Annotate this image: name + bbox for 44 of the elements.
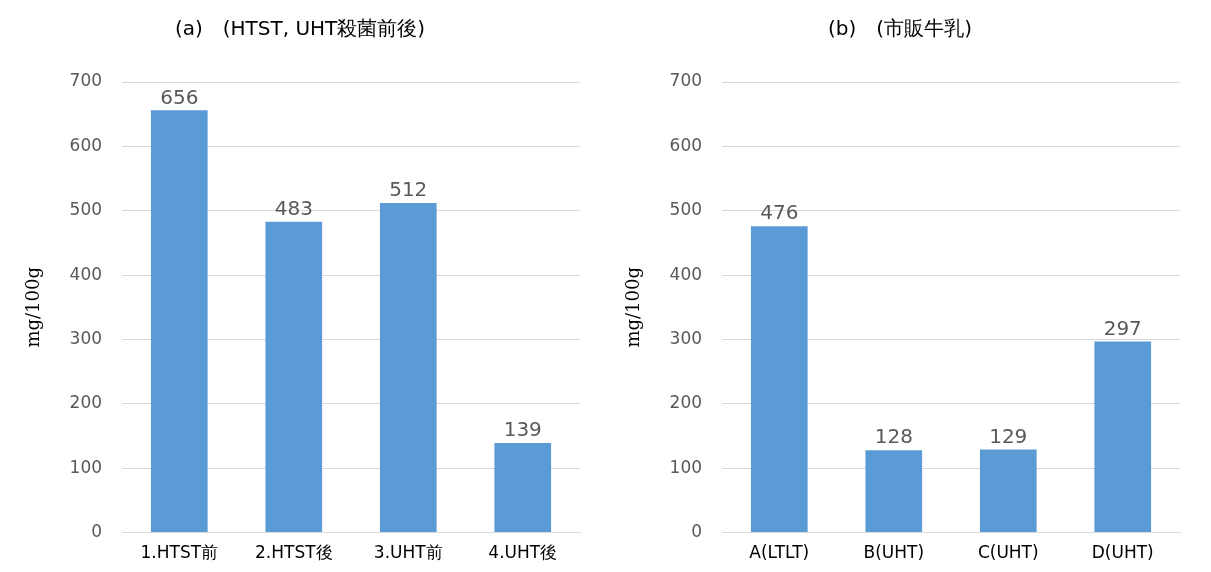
x-tick-label: 1.HTST前 — [140, 542, 219, 563]
bar — [150, 110, 208, 533]
x-tick-label: 4.UHT後 — [488, 542, 558, 563]
y-tick-label: 0 — [91, 521, 103, 542]
data-label: 483 — [274, 195, 313, 220]
bar — [979, 449, 1037, 533]
y-tick-label: 200 — [69, 392, 103, 413]
y-tick-label: 400 — [69, 263, 103, 284]
data-label: 297 — [1103, 315, 1142, 340]
x-tick-label: B(UHT) — [863, 542, 925, 563]
chart-title: (b) (市販牛乳) — [828, 16, 972, 41]
bar — [750, 226, 808, 533]
y-tick-label: 500 — [669, 199, 703, 220]
x-tick-label: 3.UHT前 — [373, 542, 443, 563]
chart-title: (a) (HTST, UHT殺菌前後) — [174, 16, 426, 41]
y-tick-label: 300 — [669, 327, 703, 348]
y-tick-label: 700 — [69, 70, 103, 91]
y-tick-label: 400 — [669, 263, 703, 284]
x-tick-label: C(UHT) — [977, 542, 1039, 563]
y-tick-label: 0 — [691, 521, 703, 542]
data-label: 129 — [989, 423, 1028, 448]
x-tick-label: A(LTLT) — [749, 542, 810, 563]
y-tick-label: 300 — [69, 327, 103, 348]
bar — [865, 450, 923, 533]
bar — [494, 443, 552, 533]
data-label: 128 — [874, 424, 913, 449]
data-label: 656 — [160, 84, 199, 109]
bar — [1094, 341, 1152, 533]
y-tick-label: 500 — [69, 199, 103, 220]
y-tick-label: 600 — [669, 134, 703, 155]
bar — [379, 203, 437, 533]
data-label: 139 — [503, 417, 542, 442]
y-tick-label: 200 — [669, 392, 703, 413]
x-tick-label: 2.HTST後 — [255, 542, 333, 563]
y-tick-label: 600 — [69, 134, 103, 155]
y-axis-title: mg/100g — [22, 267, 44, 348]
data-label: 476 — [760, 200, 799, 225]
data-label: 512 — [389, 177, 428, 202]
y-tick-label: 100 — [669, 456, 703, 477]
x-tick-label: D(UHT) — [1091, 542, 1154, 563]
y-tick-label: 100 — [69, 456, 103, 477]
y-axis-title: mg/100g — [622, 267, 644, 348]
bar — [265, 221, 323, 533]
y-tick-label: 700 — [669, 70, 703, 91]
